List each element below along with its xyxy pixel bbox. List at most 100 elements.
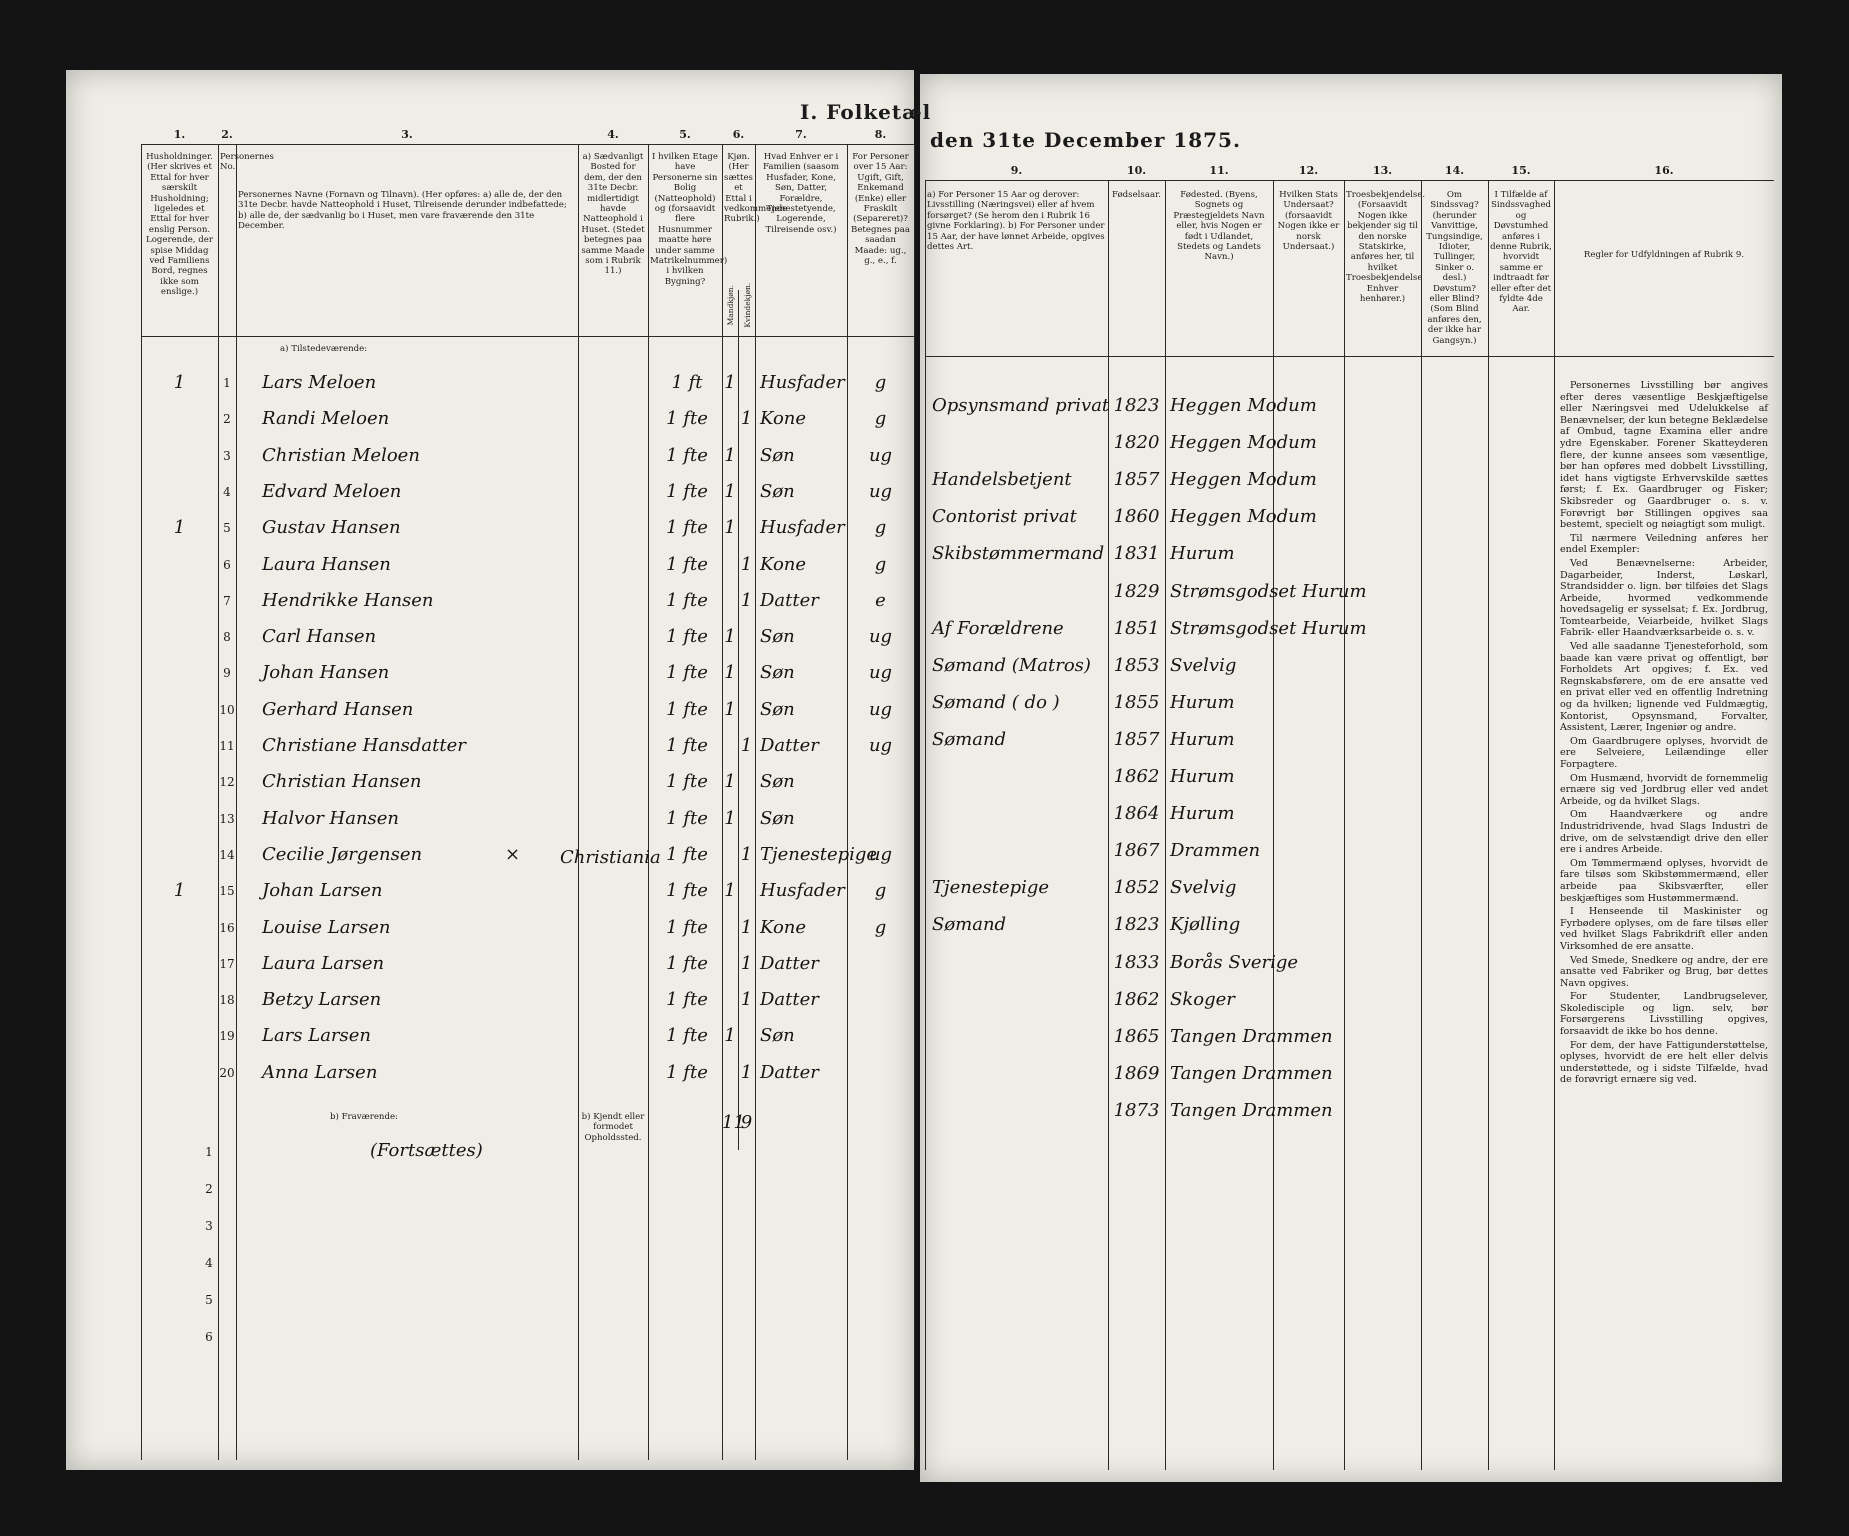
occupation: Sømand bbox=[932, 914, 1007, 936]
sex-male: 1 bbox=[724, 444, 736, 466]
marital-status: e bbox=[875, 589, 886, 611]
person-name: Lars Meloen bbox=[262, 372, 377, 393]
sex-male: 1 bbox=[724, 480, 736, 502]
marital-status: ug bbox=[868, 626, 893, 648]
column-rule bbox=[738, 290, 740, 1150]
column-heading: For Personer over 15 Aar: Ugift, Gift, E… bbox=[851, 152, 910, 267]
birthplace: Tangen Drammen bbox=[1170, 1062, 1333, 1084]
family-relation: Datter bbox=[760, 589, 819, 611]
family-relation: Søn bbox=[760, 444, 795, 466]
sex-male: 1 bbox=[724, 662, 736, 684]
column-number: 7. bbox=[795, 128, 807, 141]
occupation: Tjenestepige bbox=[932, 877, 1050, 899]
column-rule bbox=[755, 144, 757, 1460]
birthplace: Hurum bbox=[1170, 543, 1235, 565]
sex-female: 1 bbox=[740, 408, 753, 430]
left-page bbox=[66, 70, 914, 1470]
birthplace: Heggen Modum bbox=[1170, 469, 1317, 491]
family-relation: Kone bbox=[760, 916, 807, 938]
floor: 1 fte bbox=[666, 880, 708, 902]
marital-status: ug bbox=[868, 480, 893, 502]
birthplace: Heggen Modum bbox=[1170, 395, 1317, 416]
column-heading: I hvilken Etage have Personerne sin Boli… bbox=[650, 152, 728, 287]
floor: 1 fte bbox=[666, 1061, 708, 1083]
column-rule bbox=[141, 144, 143, 1460]
title-right: den 31te December 1875. bbox=[930, 128, 1241, 152]
occupation: Opsynsmand privat bbox=[932, 395, 1110, 416]
row-number: 2 bbox=[223, 412, 231, 427]
column-number: 16. bbox=[1654, 164, 1674, 177]
instructions: Personernes Livsstilling bør angives eft… bbox=[1560, 380, 1768, 1088]
marital-status: g bbox=[874, 408, 887, 430]
column-number: 13. bbox=[1372, 164, 1393, 177]
birthplace: Skoger bbox=[1170, 988, 1235, 1010]
birth-year: 1869 bbox=[1113, 1062, 1160, 1084]
row-number: 1 bbox=[205, 1145, 213, 1159]
person-name: Edvard Meloen bbox=[262, 480, 402, 502]
column-rule bbox=[1421, 180, 1423, 1470]
instruction-paragraph: Ved alle saadanne Tjenesteforhold, som b… bbox=[1560, 641, 1768, 734]
column-rule bbox=[1108, 180, 1110, 1470]
column-number: 8. bbox=[874, 128, 887, 141]
family-relation: Datter bbox=[760, 1061, 819, 1083]
header-rule bbox=[141, 144, 914, 146]
row-number: 7 bbox=[223, 593, 231, 608]
person-name: Johan Hansen bbox=[262, 662, 390, 684]
person-name: Laura Larsen bbox=[262, 952, 385, 974]
family-relation: Søn bbox=[760, 698, 795, 720]
row-number: 17 bbox=[219, 956, 235, 971]
column-number: 14. bbox=[1444, 164, 1465, 177]
family-relation: Datter bbox=[760, 952, 819, 974]
person-name: Christiane Hansdatter bbox=[262, 735, 466, 756]
column-rule bbox=[914, 144, 916, 1460]
person-name: Betzy Larsen bbox=[262, 989, 382, 1011]
person-name: Christian Hansen bbox=[262, 771, 422, 793]
person-name: Johan Larsen bbox=[262, 880, 383, 902]
birth-year: 1860 bbox=[1113, 506, 1160, 528]
person-name: Gerhard Hansen bbox=[262, 698, 414, 720]
person-name: Lars Larsen bbox=[262, 1025, 372, 1047]
household-mark: 1 bbox=[173, 880, 186, 902]
sex-male: 1 bbox=[724, 771, 736, 793]
sex-female: 1 bbox=[740, 843, 753, 865]
row-number: 10 bbox=[219, 702, 235, 717]
marital-status: ug bbox=[868, 444, 893, 466]
instruction-paragraph: Ved Benævnelserne: Arbeider, Dagarbeider… bbox=[1560, 557, 1768, 639]
sex-female: 1 bbox=[740, 989, 753, 1011]
column-rule bbox=[847, 144, 849, 1460]
instruction-paragraph: Til nærmere Veiledning anføres her endel… bbox=[1560, 532, 1768, 556]
family-relation: Husfader bbox=[760, 517, 845, 539]
sex-female: 1 bbox=[740, 735, 753, 756]
instruction-paragraph: I Henseende til Maskinister og Fyrbødere… bbox=[1560, 906, 1768, 952]
family-relation: Datter bbox=[760, 735, 819, 756]
birthplace: Hurum bbox=[1170, 728, 1235, 750]
row-number: 12 bbox=[219, 775, 235, 790]
floor: 1 fte bbox=[666, 916, 708, 938]
row-number: 4 bbox=[223, 484, 231, 499]
row-number: 19 bbox=[219, 1029, 235, 1044]
row-number: 18 bbox=[219, 993, 235, 1008]
occupation: Af Forældrene bbox=[932, 617, 1064, 639]
row-number: 1 bbox=[223, 376, 231, 390]
row-number: 8 bbox=[223, 630, 231, 645]
marital-status: ug bbox=[868, 843, 893, 865]
row-number: 3 bbox=[223, 448, 231, 463]
section-present: a) Tilstedeværende: bbox=[280, 344, 368, 354]
birth-year: 1823 bbox=[1113, 914, 1160, 936]
person-name: Cecilie Jørgensen bbox=[262, 843, 423, 865]
column-number: 4. bbox=[607, 128, 619, 141]
sex-female: 1 bbox=[740, 952, 753, 974]
person-name: Carl Hansen bbox=[262, 626, 377, 648]
row-number: 20 bbox=[219, 1065, 235, 1080]
column-number: 3. bbox=[401, 128, 413, 141]
row-number: 16 bbox=[219, 920, 235, 935]
column-rule bbox=[236, 144, 238, 1460]
column-subheading: Mandkjøn. bbox=[725, 285, 735, 326]
row-number: 2 bbox=[205, 1182, 213, 1196]
birth-year: 1852 bbox=[1113, 877, 1160, 899]
row-number: 4 bbox=[205, 1256, 213, 1270]
floor: 1 ft bbox=[671, 372, 703, 393]
instruction-paragraph: For Studenter, Landbrugselever, Skoledis… bbox=[1560, 991, 1768, 1038]
instruction-paragraph: Om Gaardbrugere oplyses, hvorvidt de ere… bbox=[1560, 735, 1768, 770]
